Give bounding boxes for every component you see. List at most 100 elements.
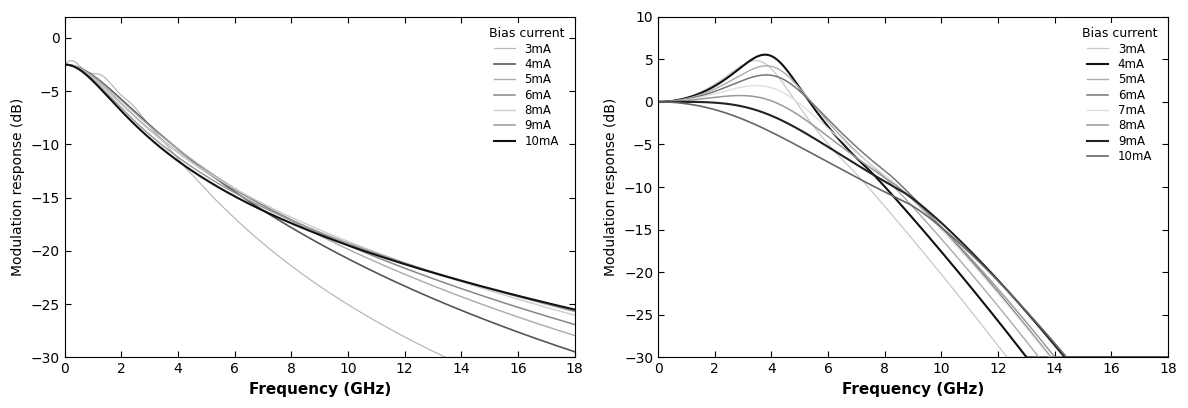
7mA (1043, 355, 1057, 360)
Y-axis label: Modulation response (dB): Modulation response (dB) (605, 98, 619, 276)
3mA (253, 239, 267, 244)
6mA (253, 202, 267, 206)
X-axis label: Frequency (GHz): Frequency (GHz) (842, 382, 984, 397)
8mA (868, 169, 883, 174)
9mA (1161, 355, 1175, 360)
8mA (740, 93, 754, 98)
3mA (276, 257, 290, 262)
Line: 8mA: 8mA (65, 64, 575, 315)
7mA (1097, 355, 1111, 360)
4mA (1019, 355, 1034, 360)
Line: 9mA: 9mA (658, 102, 1168, 357)
8mA (1048, 355, 1062, 360)
5mA (146, 127, 160, 132)
3mA (503, 355, 517, 360)
5mA (847, 147, 861, 152)
9mA (58, 62, 72, 67)
3mA (558, 355, 573, 360)
6mA (1151, 355, 1165, 360)
3mA (740, 60, 754, 65)
9mA (740, 105, 754, 110)
5mA (568, 333, 582, 338)
6mA (146, 131, 160, 135)
3mA (438, 355, 453, 360)
Line: 10mA: 10mA (658, 102, 1168, 357)
5mA (1161, 355, 1175, 360)
3mA (868, 194, 883, 199)
9mA (670, 100, 684, 104)
3mA (651, 100, 665, 104)
4mA (58, 62, 72, 67)
8mA (651, 100, 665, 104)
6mA (557, 319, 571, 324)
10mA (1151, 355, 1165, 360)
10mA (847, 173, 861, 178)
6mA (847, 142, 861, 147)
5mA (503, 312, 517, 317)
5mA (1097, 355, 1111, 360)
5mA (276, 214, 290, 219)
9mA (503, 292, 517, 297)
9mA (253, 204, 267, 208)
Line: 7mA: 7mA (658, 86, 1168, 357)
9mA (568, 309, 582, 314)
7mA (1151, 355, 1165, 360)
6mA (759, 73, 773, 78)
5mA (651, 100, 665, 104)
6mA (116, 103, 131, 108)
Line: 6mA: 6mA (658, 75, 1168, 357)
3mA (116, 95, 131, 100)
3mA (1161, 355, 1175, 360)
10mA (58, 62, 72, 67)
5mA (253, 202, 267, 206)
Line: 4mA: 4mA (658, 55, 1168, 357)
4mA (276, 220, 290, 225)
3mA (847, 169, 861, 174)
4mA (116, 99, 131, 104)
10mA (568, 307, 582, 312)
10mA (557, 305, 571, 310)
4mA (740, 60, 754, 65)
9mA (847, 161, 861, 166)
5mA (557, 330, 571, 335)
5mA (868, 167, 883, 172)
7mA (709, 91, 723, 96)
8mA (568, 313, 582, 318)
6mA (1044, 355, 1059, 360)
8mA (1097, 355, 1111, 360)
5mA (116, 100, 131, 105)
3mA (58, 62, 72, 67)
4mA (651, 100, 665, 104)
3mA (64, 58, 78, 63)
10mA (1161, 355, 1175, 360)
7mA (750, 83, 764, 88)
8mA (503, 294, 517, 299)
Line: 10mA: 10mA (65, 64, 575, 310)
5mA (759, 63, 773, 68)
Legend: 3mA, 4mA, 5mA, 6mA, 7mA, 8mA, 9mA, 10mA: 3mA, 4mA, 5mA, 6mA, 7mA, 8mA, 9mA, 10mA (1078, 22, 1162, 168)
7mA (868, 166, 883, 171)
9mA (868, 174, 883, 179)
7mA (847, 149, 861, 153)
8mA (709, 95, 723, 100)
6mA (651, 100, 665, 104)
Y-axis label: Modulation response (dB): Modulation response (dB) (11, 98, 25, 276)
4mA (146, 126, 160, 131)
3mA (146, 128, 160, 133)
3mA (748, 58, 763, 63)
4mA (568, 349, 582, 354)
9mA (116, 107, 131, 112)
4mA (253, 206, 267, 211)
10mA (868, 185, 883, 190)
6mA (58, 62, 72, 67)
Line: 3mA: 3mA (65, 60, 575, 357)
5mA (1032, 355, 1047, 360)
3mA (568, 355, 582, 360)
8mA (1151, 355, 1165, 360)
4mA (868, 175, 883, 180)
6mA (709, 89, 723, 93)
Line: 5mA: 5mA (658, 66, 1168, 357)
10mA (740, 118, 754, 123)
5mA (740, 69, 754, 74)
9mA (1151, 355, 1165, 360)
